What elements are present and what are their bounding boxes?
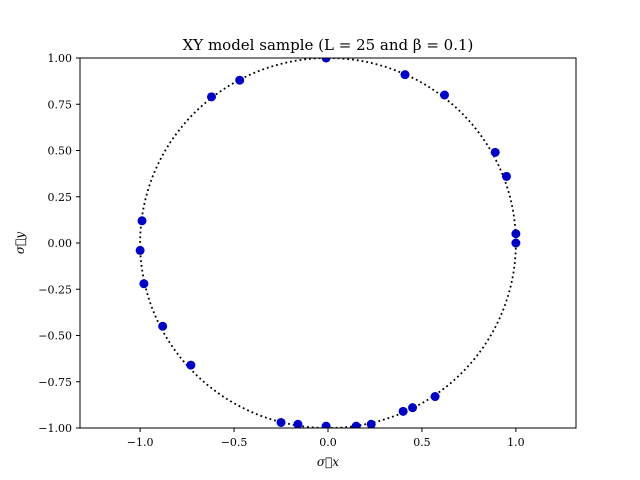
data-point — [186, 360, 196, 370]
plot-frame — [79, 57, 577, 429]
y-tick-label: 0.25 — [48, 191, 73, 204]
data-point — [398, 406, 408, 416]
y-tick-label: 0.75 — [48, 98, 73, 111]
y-axis-ticks: −1.00 −0.75 −0.50 −0.25 0.00 0.25 0.50 0.75 1.00 — [38, 52, 80, 435]
data-point — [137, 216, 147, 226]
unit-circle — [139, 58, 517, 428]
x-tick-label: −1.0 — [127, 436, 154, 449]
chart-title: XY model sample (L = 25 and β = 0.1) — [183, 36, 474, 54]
data-point — [276, 417, 286, 427]
x-tick-label: −0.5 — [221, 436, 248, 449]
data-point — [235, 75, 245, 85]
data-point — [139, 279, 149, 289]
data-point — [293, 419, 303, 428]
x-tick-label: 0.0 — [319, 436, 337, 449]
x-axis-label: σ⃗x — [317, 455, 339, 469]
x-tick-label: 0.5 — [413, 436, 431, 449]
data-point — [366, 419, 376, 428]
data-point — [400, 70, 410, 80]
x-tick-label: 1.0 — [507, 436, 525, 449]
data-point — [135, 245, 145, 255]
data-point — [207, 92, 217, 102]
data-point — [158, 321, 168, 331]
y-tick-label: 0.50 — [48, 145, 73, 158]
data-point — [351, 421, 361, 428]
data-point — [501, 171, 511, 181]
data-point — [439, 90, 449, 100]
y-tick-label: −0.75 — [38, 376, 72, 389]
y-tick-label: −0.50 — [38, 330, 72, 343]
data-point — [430, 392, 440, 402]
data-point — [511, 229, 521, 239]
data-point — [490, 147, 500, 157]
data-point — [408, 403, 418, 413]
data-point — [321, 421, 331, 428]
y-tick-label: −0.25 — [38, 283, 72, 296]
y-tick-label: −1.00 — [38, 422, 72, 435]
y-tick-label: 1.00 — [48, 52, 73, 65]
y-axis-label: σ⃗y — [13, 232, 27, 254]
data-point — [321, 58, 331, 63]
data-point — [511, 238, 521, 248]
x-axis-ticks: −1.0 −0.5 0.0 0.5 1.0 — [127, 428, 525, 449]
y-tick-label: 0.00 — [48, 237, 73, 250]
